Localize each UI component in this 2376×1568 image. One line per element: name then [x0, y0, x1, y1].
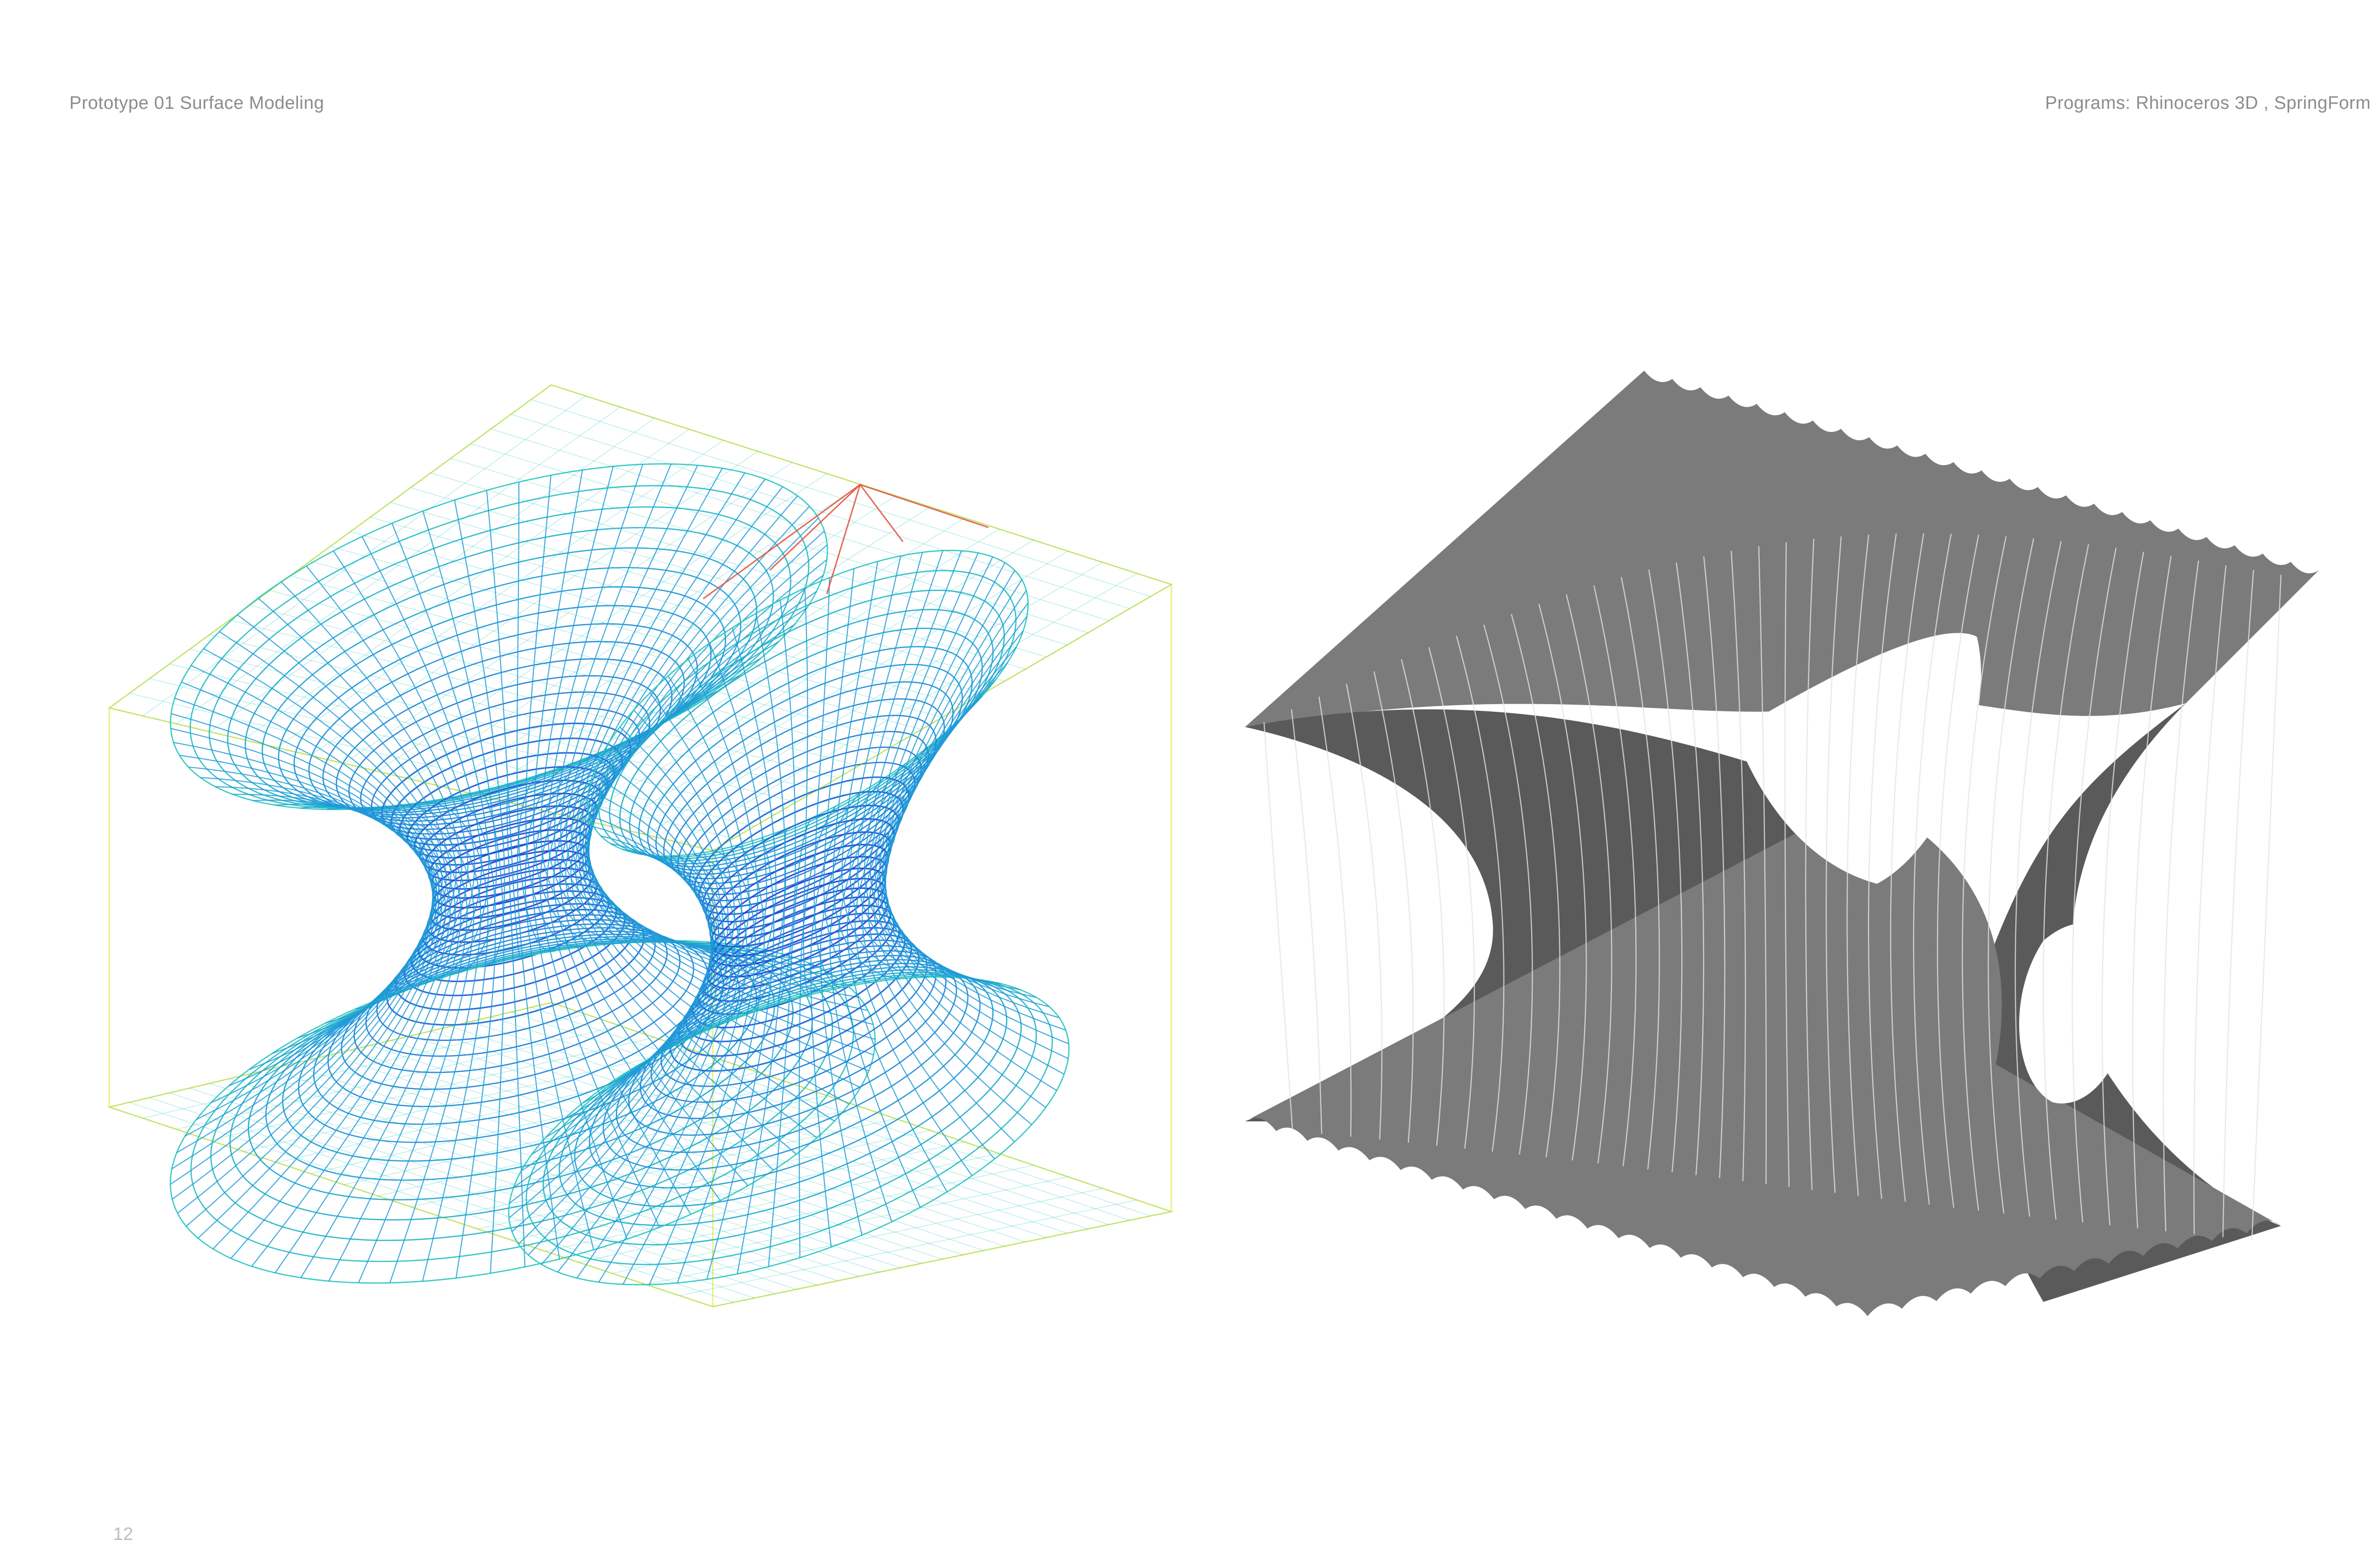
shaded-surface-image — [1245, 371, 2319, 1316]
programs-caption: Programs: Rhinoceros 3D , SpringForm — [2045, 93, 2371, 113]
shaded-surface-figure — [1236, 371, 2338, 1321]
wireframe-mesh-image — [106, 384, 1174, 1308]
membrane-front — [1245, 798, 2281, 1316]
surface-opening-front — [2019, 923, 2129, 1104]
membrane-top — [1245, 371, 2319, 727]
mesh-bottom-face — [106, 1002, 1174, 1308]
wireframe-mesh-figure — [95, 371, 1188, 1321]
surface-opening-back — [1734, 633, 1981, 884]
page-number: 12 — [113, 1524, 134, 1544]
page-title: Prototype 01 Surface Modeling — [69, 93, 325, 113]
